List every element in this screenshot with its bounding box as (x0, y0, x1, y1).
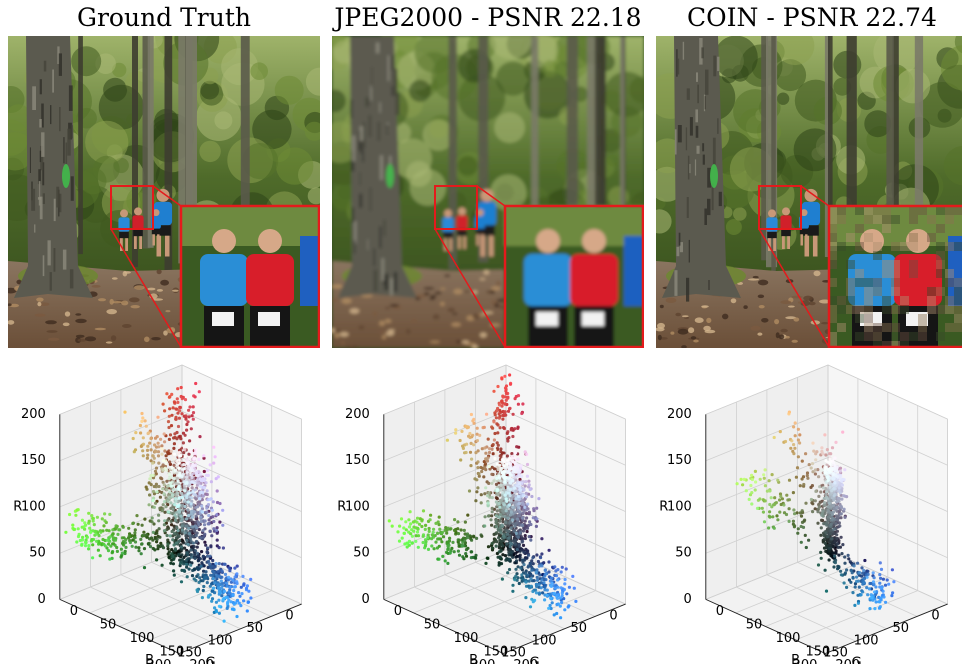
tick-labels: 000505050100100100150150150200200200 (345, 407, 618, 664)
b-tick-label: 100 (454, 631, 479, 646)
r-tick-label: 100 (667, 499, 692, 514)
panel-title-jpeg: JPEG2000 - PSNR 22.18 (334, 3, 642, 32)
r-axis-label: R (659, 499, 668, 514)
b-tick-label: 0 (394, 604, 402, 619)
g-tick-label: 0 (609, 609, 617, 624)
b-tick-label: 150 (484, 645, 509, 660)
g-tick-label: 200 (793, 658, 818, 664)
zoom-inset (180, 206, 320, 348)
r-tick-label: 150 (345, 453, 370, 468)
r-tick-label: 0 (684, 592, 692, 607)
rgb-scatter-gt: 000505050100100100150150150200200200RGB (2, 352, 320, 664)
photo-scene (332, 36, 644, 348)
b-tick-label: 0 (716, 604, 724, 619)
r-tick-label: 150 (21, 453, 46, 468)
zoom-indicator (434, 185, 644, 348)
zoom-inset (828, 206, 962, 348)
g-tick-label: 50 (246, 621, 263, 636)
r-tick-label: 0 (38, 592, 46, 607)
rgb-points (64, 381, 253, 623)
b-axis-label: B (145, 653, 154, 664)
b-tick-label: 150 (160, 645, 185, 660)
photo-scene (8, 36, 320, 348)
photo-gt (8, 36, 320, 348)
axis-lines (383, 414, 626, 654)
b-tick-label: 100 (776, 631, 801, 646)
b-tick-label: 50 (746, 617, 763, 632)
b-axis-label: B (469, 653, 478, 664)
b-tick-label: 200 (835, 658, 860, 664)
panel-title-gt: Ground Truth (77, 3, 251, 32)
b-axis-label: B (791, 653, 800, 664)
zoom-indicator (110, 185, 320, 348)
b-tick-label: 50 (424, 617, 441, 632)
rgb-scatter-coin: 000505050100100100150150150200200200RGB (648, 352, 962, 664)
photo-jpeg (332, 36, 644, 348)
r-tick-label: 0 (362, 592, 370, 607)
r-tick-label: 150 (667, 453, 692, 468)
g-tick-label: 200 (471, 658, 496, 664)
r-tick-label: 50 (353, 546, 370, 561)
axis-lines (705, 414, 948, 654)
b-tick-label: 50 (100, 617, 117, 632)
zoom-inset (504, 206, 644, 348)
tick-labels: 000505050100100100150150150200200200 (667, 407, 940, 664)
rgb-points (735, 410, 896, 611)
g-tick-label: 150 (177, 646, 202, 661)
g-axis-label: G (851, 655, 861, 664)
b-tick-label: 200 (189, 658, 214, 664)
b-tick-label: 150 (806, 645, 831, 660)
r-tick-label: 200 (21, 407, 46, 422)
r-axis-label: R (13, 499, 22, 514)
panel-title-coin: COIN - PSNR 22.74 (687, 3, 937, 32)
g-tick-label: 200 (147, 658, 172, 664)
zoom-indicator (758, 185, 962, 348)
photo-coin (656, 36, 962, 348)
g-axis-label: G (529, 655, 539, 664)
g-tick-label: 150 (501, 646, 526, 661)
b-tick-label: 200 (513, 658, 538, 664)
rgb-points (387, 373, 578, 620)
g-tick-label: 0 (285, 609, 293, 624)
r-tick-label: 50 (29, 546, 46, 561)
g-tick-label: 50 (570, 621, 587, 636)
tick-labels: 000505050100100100150150150200200200 (21, 407, 294, 664)
r-axis-label: R (337, 499, 346, 514)
g-tick-label: 0 (931, 609, 939, 624)
g-tick-label: 50 (892, 621, 909, 636)
g-tick-label: 100 (854, 633, 879, 648)
r-tick-label: 100 (345, 499, 370, 514)
r-tick-label: 50 (675, 546, 692, 561)
r-tick-label: 100 (21, 499, 46, 514)
g-tick-label: 150 (823, 646, 848, 661)
b-tick-label: 0 (70, 604, 78, 619)
g-tick-label: 100 (208, 633, 233, 648)
axis-lines (59, 414, 302, 654)
r-tick-label: 200 (667, 407, 692, 422)
r-tick-label: 200 (345, 407, 370, 422)
g-tick-label: 100 (532, 633, 557, 648)
g-axis-label: G (205, 655, 215, 664)
rgb-scatter-jpeg: 000505050100100100150150150200200200RGB (326, 352, 644, 664)
b-tick-label: 100 (130, 631, 155, 646)
